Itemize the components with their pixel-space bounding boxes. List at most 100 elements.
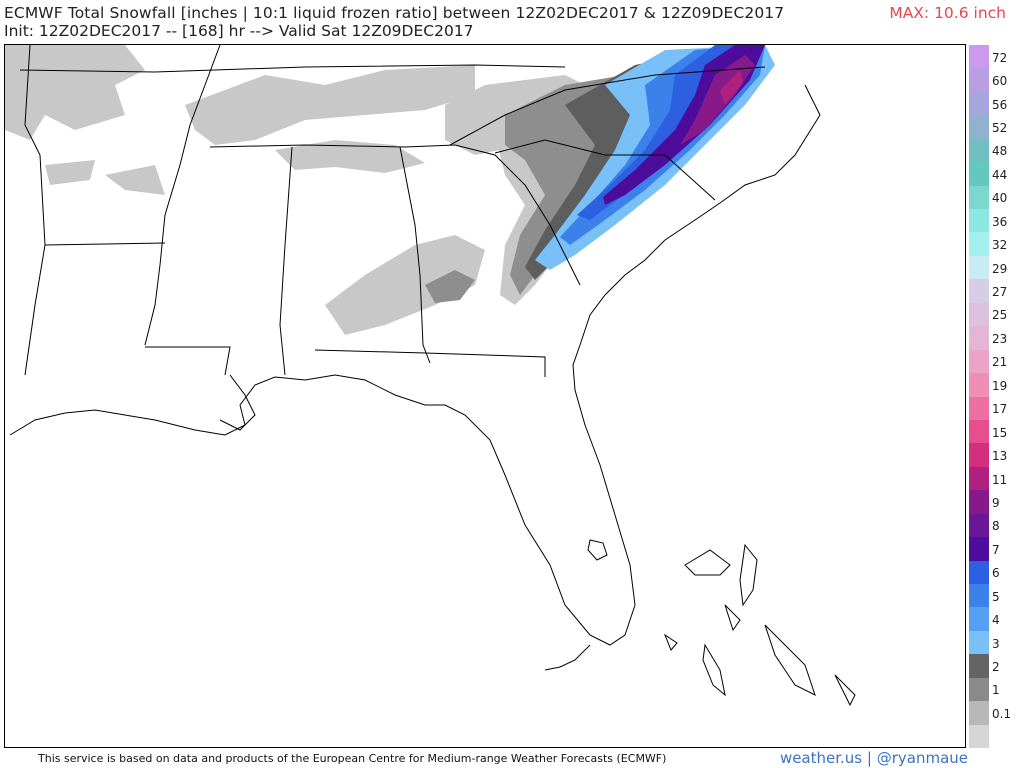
ky-tn-border — [19, 64, 566, 73]
island — [739, 543, 758, 607]
ecmwf-credit: This service is based on data and produc… — [38, 752, 667, 765]
colorbar-tick-label: 2 — [992, 659, 1000, 674]
snow-area-light-gray — [325, 235, 485, 335]
colorbar-tick-label: 27 — [992, 285, 1008, 300]
map-canvas — [5, 45, 856, 707]
colorbar-segment — [969, 209, 989, 233]
snowfall-colorbar — [969, 45, 989, 749]
colorbar-tick-label: 72 — [992, 50, 1008, 65]
colorbar-segment — [969, 466, 989, 491]
lake-okeechobee — [587, 539, 608, 561]
colorbar-tick-label: 48 — [992, 144, 1008, 159]
colorbar-tick-label: 11 — [992, 472, 1008, 487]
tn-southern-border — [209, 144, 456, 148]
colorbar-tick-label: 13 — [992, 449, 1008, 464]
colorbar-tick-label: 7 — [992, 542, 1000, 557]
colorbar-tick-label: 29 — [992, 261, 1008, 276]
colorbar-segment — [969, 677, 989, 702]
colorbar-segment — [969, 349, 989, 374]
colorbar-tick-label: 8 — [992, 519, 1000, 534]
al-ga-border — [399, 146, 431, 364]
colorbar-segment — [969, 232, 989, 257]
colorbar-tick-label: 32 — [992, 238, 1008, 253]
florida-panhandle-border — [314, 349, 546, 377]
colorbar-segment — [969, 373, 989, 397]
island — [724, 604, 741, 632]
colorbar-tick-label: 17 — [992, 402, 1008, 417]
arkansas-eastern-border — [24, 45, 46, 376]
colorbar-segment — [969, 45, 989, 69]
snowfall-map — [4, 44, 966, 748]
colorbar-tick-label: 21 — [992, 355, 1008, 370]
colorbar-tick-label: 9 — [992, 495, 1000, 510]
coastline — [9, 84, 821, 671]
colorbar-segment — [969, 255, 989, 280]
colorbar-segment — [969, 537, 989, 562]
colorbar-segment — [969, 185, 989, 210]
map-title: ECMWF Total Snowfall [inches | 10:1 liqu… — [4, 4, 785, 22]
bahamas-islands — [663, 543, 856, 707]
colorbar-segment — [969, 68, 989, 93]
island — [764, 624, 816, 696]
colorbar-segment — [969, 279, 989, 304]
island — [834, 674, 856, 707]
colorbar-segment — [969, 724, 989, 749]
colorbar-segment — [969, 419, 989, 444]
colorbar-segment — [969, 396, 989, 421]
colorbar-segment — [969, 513, 989, 538]
atlantic-coastline — [572, 84, 821, 646]
colorbar-segment — [969, 138, 989, 163]
louisiana-southern-border — [145, 346, 231, 376]
state-boundaries — [19, 45, 766, 377]
snow-area-light-gray — [185, 65, 475, 145]
colorbar-segment — [969, 115, 989, 140]
map-subtitle: Init: 12Z02DEC2017 -- [168] hr --> Valid… — [4, 22, 474, 40]
colorbar-tick-label: 3 — [992, 636, 1000, 651]
snow-area-light-gray — [45, 160, 95, 185]
colorbar-tick-label: 4 — [992, 613, 1000, 628]
snow-area-light-gray — [105, 165, 165, 195]
snow-area-magenta — [720, 70, 743, 105]
colorbar-segment — [969, 701, 989, 726]
colorbar-segment — [969, 560, 989, 585]
snow-area-gray — [425, 270, 475, 303]
ms-al-border — [279, 146, 293, 376]
ga-sc-border — [454, 144, 581, 286]
colorbar-tick-label: 6 — [992, 566, 1000, 581]
colorbar-segment — [969, 654, 989, 679]
colorbar-tick-label: 15 — [992, 425, 1008, 440]
colorbar-tick-label: 19 — [992, 378, 1008, 393]
colorbar-tick-label: 40 — [992, 191, 1008, 206]
colorbar-tick-label: 36 — [992, 214, 1008, 229]
snow-area-light-gray — [275, 140, 425, 173]
colorbar-tick-label: 5 — [992, 589, 1000, 604]
max-snowfall-label: MAX: 10.6 inch — [889, 4, 1006, 22]
florida-keys — [544, 644, 591, 671]
mississippi-delta — [219, 374, 256, 431]
brand-link[interactable]: weather.us | @ryanmaue — [779, 749, 968, 767]
arkansas-southern-border — [44, 242, 166, 246]
colorbar-tick-label: 25 — [992, 308, 1008, 323]
colorbar-segment — [969, 162, 989, 187]
colorbar-segment — [969, 302, 989, 327]
colorbar-segment — [969, 91, 989, 116]
colorbar-tick-label: 1 — [992, 683, 1000, 698]
mississippi-river — [144, 45, 221, 346]
colorbar-segment — [969, 607, 989, 632]
snow-area-light-gray — [5, 45, 145, 140]
colorbar-segment — [969, 326, 989, 351]
colorbar-tick-label: 56 — [992, 97, 1008, 112]
colorbar-segment — [969, 490, 989, 515]
colorbar-tick-label: 23 — [992, 331, 1008, 346]
colorbar-tick-label: 60 — [992, 74, 1008, 89]
snowfall-shading — [5, 45, 775, 335]
colorbar-tick-label: 52 — [992, 121, 1008, 136]
colorbar-tick-label: 44 — [992, 167, 1008, 182]
colorbar-tick-label: 0.1 — [992, 706, 1012, 721]
colorbar-segment — [969, 583, 989, 608]
colorbar-segment — [969, 630, 989, 655]
island — [684, 549, 731, 576]
nc-sc-border — [494, 139, 716, 201]
va-nc-border — [449, 66, 766, 146]
colorbar-segment — [969, 443, 989, 468]
